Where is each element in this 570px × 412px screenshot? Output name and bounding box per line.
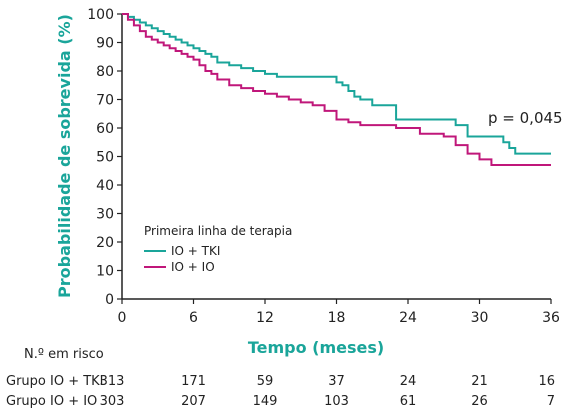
risk-group-label: Grupo IO + TKI (6, 374, 104, 389)
y-tick-label-0: 0 (105, 292, 114, 308)
risk-value: 21 (471, 374, 488, 389)
y-tick-label-50: 50 (96, 150, 114, 166)
y-axis-title: Probabilidade de sobrevida (%) (55, 14, 74, 298)
x-tick-label-24: 24 (399, 310, 417, 326)
x-tick-label-6: 6 (189, 310, 198, 326)
risk-value: 207 (181, 394, 206, 409)
x-axis-title: Tempo (meses) (248, 338, 384, 357)
risk-value: 303 (100, 394, 125, 409)
risk-value: 37 (328, 374, 345, 389)
risk-value: 59 (257, 374, 274, 389)
legend: Primeira linha de terapia IO + TKI IO + IO (144, 224, 292, 274)
risk-group-label: Grupo IO + IO (6, 394, 97, 409)
risk-value: 24 (400, 374, 417, 389)
y-tick-label-10: 10 (96, 264, 114, 280)
x-tick-label-12: 12 (256, 310, 274, 326)
series-line-io-tki (122, 13, 551, 155)
x-tick-label-0: 0 (118, 310, 127, 326)
risk-value: 61 (400, 394, 417, 409)
axes: 0 10 20 30 40 50 60 70 80 90 100 0 6 12 18 24 30 36 (87, 7, 560, 326)
risk-value: 313 (100, 374, 125, 389)
series-line-io-io (122, 13, 551, 167)
x-tick-label-18: 18 (328, 310, 346, 326)
risk-value: 16 (538, 374, 555, 389)
y-tick-label-60: 60 (96, 121, 114, 137)
y-tick-label-100: 100 (87, 7, 114, 23)
legend-title: Primeira linha de terapia (144, 224, 292, 238)
y-tick-label-80: 80 (96, 64, 114, 80)
series-lines (122, 13, 551, 167)
legend-label-io-tki: IO + TKI (171, 244, 220, 258)
legend-label-io-io: IO + IO (171, 260, 215, 274)
risk-table-header: N.º em risco (24, 347, 104, 362)
risk-value: 103 (324, 394, 349, 409)
x-tick-label-30: 30 (471, 310, 489, 326)
x-tick-label-36: 36 (542, 310, 560, 326)
risk-value: 7 (547, 394, 555, 409)
y-tick-label-20: 20 (96, 235, 114, 251)
y-tick-label-30: 30 (96, 207, 114, 223)
risk-value: 26 (471, 394, 488, 409)
risk-value: 171 (181, 374, 206, 389)
y-tick-label-70: 70 (96, 93, 114, 109)
y-tick-label-40: 40 (96, 178, 114, 194)
risk-value: 149 (253, 394, 278, 409)
p-value-annotation: p = 0,045 (488, 109, 563, 127)
y-tick-label-90: 90 (96, 36, 114, 52)
